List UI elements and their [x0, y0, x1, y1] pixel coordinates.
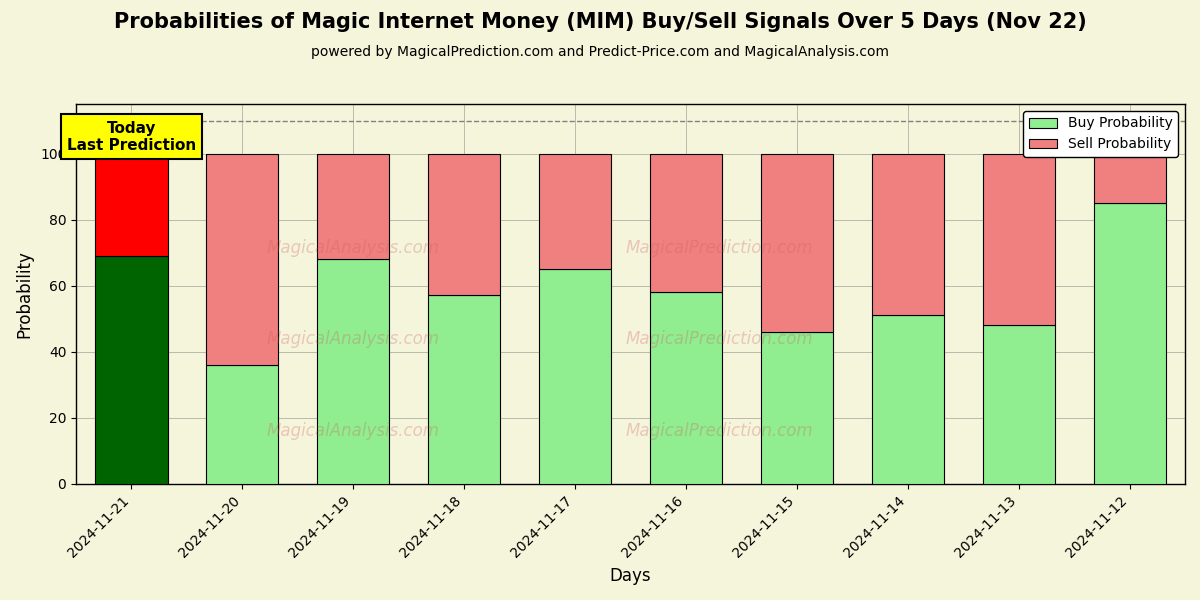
- Legend: Buy Probability, Sell Probability: Buy Probability, Sell Probability: [1024, 111, 1178, 157]
- Bar: [650, 154, 722, 292]
- Text: MagicalPrediction.com: MagicalPrediction.com: [625, 239, 814, 257]
- Text: MagicalPrediction.com: MagicalPrediction.com: [625, 422, 814, 440]
- Bar: [1093, 154, 1165, 203]
- Bar: [761, 154, 833, 332]
- Bar: [96, 154, 168, 256]
- Bar: [317, 154, 389, 259]
- Bar: [871, 154, 944, 316]
- Text: MagicalPrediction.com: MagicalPrediction.com: [625, 331, 814, 349]
- Bar: [983, 154, 1055, 325]
- Text: MagicalAnalysis.com: MagicalAnalysis.com: [266, 331, 439, 349]
- Bar: [539, 154, 611, 269]
- X-axis label: Days: Days: [610, 567, 652, 585]
- Bar: [761, 332, 833, 484]
- Bar: [428, 295, 500, 484]
- Bar: [206, 154, 278, 365]
- Text: powered by MagicalPrediction.com and Predict-Price.com and MagicalAnalysis.com: powered by MagicalPrediction.com and Pre…: [311, 45, 889, 59]
- Bar: [650, 292, 722, 484]
- Bar: [96, 256, 168, 484]
- Y-axis label: Probability: Probability: [14, 250, 32, 338]
- Text: Today
Last Prediction: Today Last Prediction: [67, 121, 196, 153]
- Bar: [317, 259, 389, 484]
- Bar: [428, 154, 500, 295]
- Bar: [1093, 203, 1165, 484]
- Bar: [539, 269, 611, 484]
- Bar: [871, 316, 944, 484]
- Bar: [983, 325, 1055, 484]
- Text: Probabilities of Magic Internet Money (MIM) Buy/Sell Signals Over 5 Days (Nov 22: Probabilities of Magic Internet Money (M…: [114, 12, 1086, 32]
- Bar: [206, 365, 278, 484]
- Text: MagicalAnalysis.com: MagicalAnalysis.com: [266, 422, 439, 440]
- Text: MagicalAnalysis.com: MagicalAnalysis.com: [266, 239, 439, 257]
